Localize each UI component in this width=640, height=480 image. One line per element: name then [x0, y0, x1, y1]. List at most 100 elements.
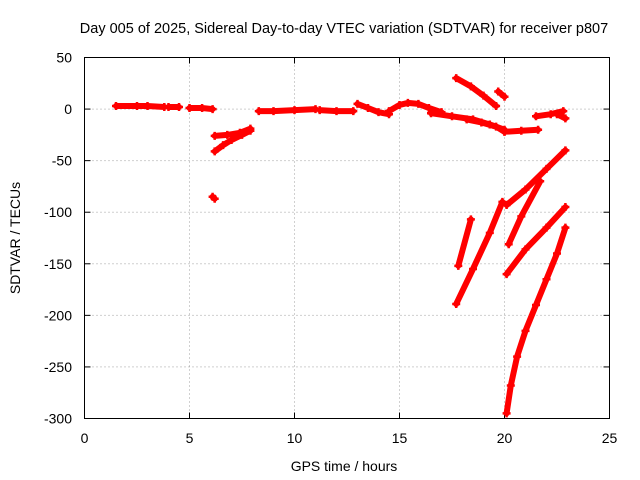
data-point [452, 300, 461, 309]
data-point [513, 352, 522, 361]
data-point [561, 203, 570, 212]
data-point [414, 99, 423, 108]
x-tick-label: 25 [602, 430, 618, 446]
data-point [521, 245, 530, 254]
series-arc-a [113, 103, 168, 110]
data-point [553, 249, 561, 258]
data-point [175, 103, 183, 112]
data-point [210, 194, 219, 203]
data-point [532, 112, 540, 121]
series-arc-g [255, 106, 319, 115]
grid [84, 57, 610, 419]
data-point [246, 126, 255, 135]
data-point [210, 131, 219, 140]
data-point [532, 301, 540, 310]
series-arc-s [453, 198, 506, 307]
data-point [498, 197, 507, 206]
series-arc-l [463, 116, 508, 135]
data-point [502, 409, 511, 418]
data-point [559, 107, 568, 116]
data-point [561, 146, 570, 155]
x-tick-label: 0 [81, 430, 89, 446]
data-point [290, 106, 299, 115]
data-point [395, 100, 404, 109]
data-point [492, 122, 501, 131]
series-arc-r [455, 216, 474, 269]
data-point [208, 105, 217, 114]
data-point [452, 74, 461, 83]
data-point [385, 107, 393, 116]
data-point [477, 118, 486, 127]
data-point [466, 215, 475, 224]
data-point [500, 127, 509, 136]
data-point [517, 126, 526, 135]
x-axis-label: GPS time / hours [291, 458, 398, 474]
data-point [466, 82, 475, 91]
data-point [561, 114, 570, 123]
y-axis-label: SDTVAR / TECUs [7, 182, 23, 294]
y-tick-label: -150 [44, 256, 72, 272]
data-point [542, 164, 551, 173]
data-point [424, 104, 433, 113]
data-point [536, 177, 545, 186]
data-point [502, 200, 511, 209]
data-point [553, 110, 561, 119]
data-point [219, 141, 228, 150]
data-point [374, 108, 383, 117]
data-point [332, 107, 341, 116]
data-point [353, 99, 362, 108]
x-tick-label: 20 [497, 430, 513, 446]
tick-labels: 0 5 10 15 20 25 50 0 -50 -100 -150 -200 -250 -300 [44, 50, 618, 447]
data-point [349, 107, 358, 116]
data-point [403, 98, 412, 107]
data-point [364, 104, 372, 113]
x-tick-label: 15 [392, 430, 408, 446]
data-point [210, 147, 219, 156]
data-series [112, 74, 570, 418]
y-tick-label: -250 [44, 359, 72, 375]
data-point [227, 136, 236, 145]
data-point [534, 125, 543, 134]
data-point [185, 104, 194, 113]
data-point [448, 112, 456, 121]
data-point [454, 261, 463, 270]
data-point [504, 240, 513, 249]
data-point [485, 228, 494, 237]
data-point [238, 130, 246, 139]
data-point [269, 107, 278, 116]
data-point [542, 275, 551, 284]
data-point [479, 91, 488, 100]
series-arc-w [503, 224, 569, 417]
chart-title: Day 005 of 2025, Sidereal Day-to-day VTE… [80, 21, 608, 37]
plot-frame [84, 57, 610, 419]
series-arc-t [503, 147, 569, 208]
data-point [494, 87, 503, 96]
y-tick-label: 0 [64, 101, 72, 117]
y-tick-label: -200 [44, 307, 72, 323]
data-point [462, 115, 471, 124]
y-tick-label: -100 [44, 204, 72, 220]
data-point [315, 106, 324, 115]
data-point [506, 381, 515, 390]
y-tick-label: 50 [56, 50, 72, 66]
series-arc-v [503, 204, 569, 278]
data-point [198, 104, 207, 113]
x-tick-label: 10 [287, 430, 303, 446]
y-tick-label: -300 [44, 411, 72, 427]
x-tick-label: 5 [186, 430, 194, 446]
data-point [517, 212, 526, 221]
series-arc-n [453, 75, 500, 109]
data-point [492, 101, 501, 110]
data-point [143, 101, 152, 110]
data-point [133, 101, 141, 110]
y-tick-label: -50 [52, 153, 72, 169]
data-point [254, 107, 263, 116]
data-point [500, 92, 509, 101]
data-point [521, 185, 530, 194]
data-point [561, 223, 570, 232]
data-point [542, 223, 551, 232]
data-point [223, 130, 232, 139]
data-point [164, 103, 173, 112]
data-point [521, 326, 530, 335]
